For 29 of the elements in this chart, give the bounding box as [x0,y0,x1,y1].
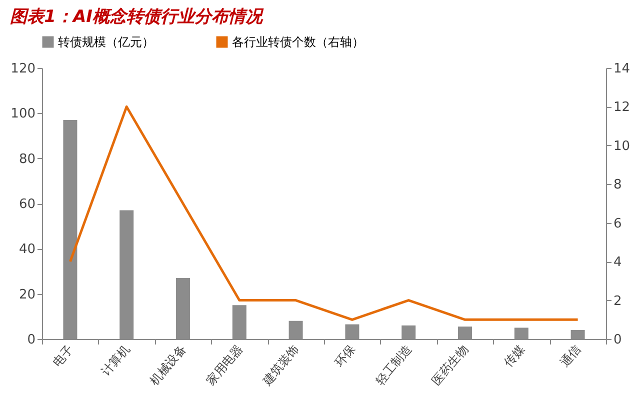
legend-label: 转债规模（亿元） [58,35,154,49]
x-tick-label: 医药生物 [429,342,471,388]
x-tick-label: 计算机 [98,342,132,379]
y-tick-label: 0 [27,332,36,348]
x-tick-label: 电子 [50,342,76,370]
y-tick-label: 40 [18,242,36,258]
y2-tick-label: 10 [614,138,630,154]
y2-tick-label: 6 [614,216,622,232]
y2-tick-label: 4 [614,255,622,270]
x-tick-label: 环保 [332,342,358,370]
y-tick-label: 20 [18,287,36,302]
line-series [68,105,580,321]
x-tick-label: 轻工制造 [372,342,414,388]
x-tick-label: 机械设备 [147,342,189,388]
y-tick-label: 80 [18,152,36,167]
y-tick-label: 120 [10,62,36,76]
x-tick-label: 通信 [558,342,584,370]
y2-tick-label: 14 [614,62,630,76]
x-tick-label: 家用电器 [204,342,246,388]
y-tick-label: 100 [10,106,36,122]
legend-label: 各行业转债个数（右轴） [232,35,364,49]
x-tick-label: 建筑装饰 [259,342,302,389]
x-tick-label: 传媒 [501,342,528,370]
y2-tick-label: 2 [614,294,622,309]
y2-tick-label: 8 [614,178,622,193]
y-tick-label: 60 [18,197,36,212]
y2-tick-label: 12 [614,100,630,116]
y2-tick-label: 0 [614,332,622,348]
chart-title: 图表1：AI概念转债行业分布情况 [10,7,264,27]
